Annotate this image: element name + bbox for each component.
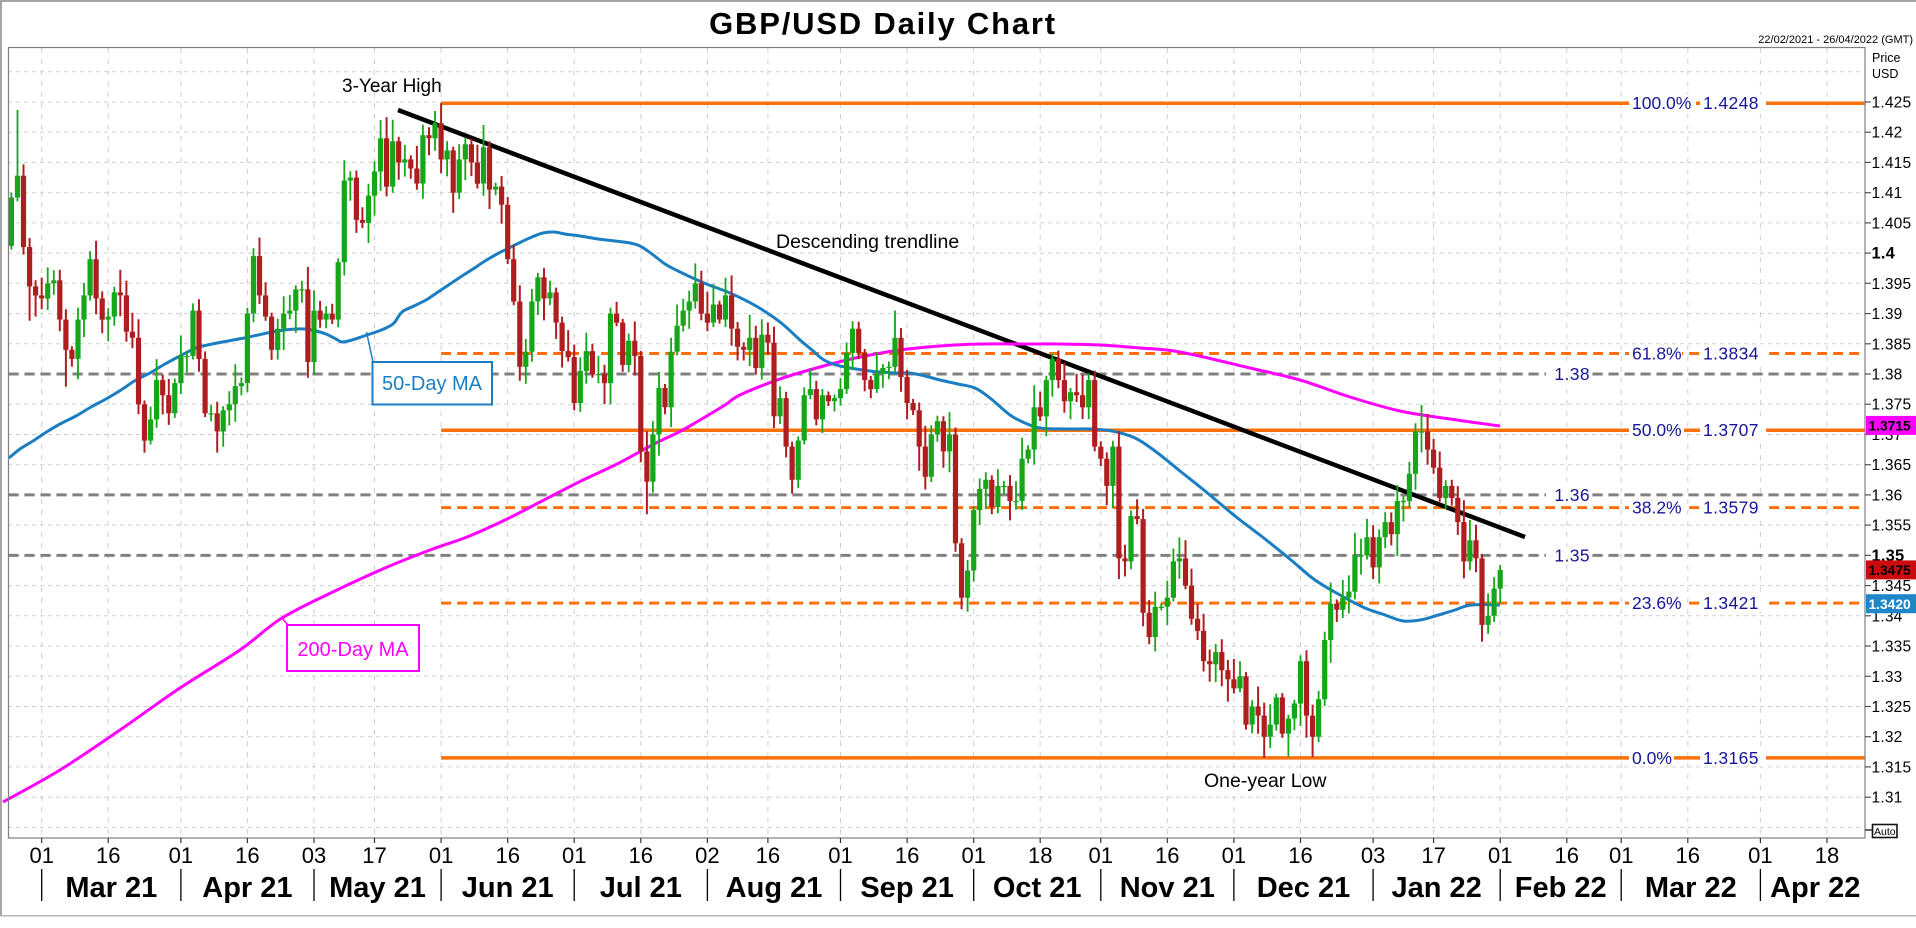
svg-text:38.2%: 38.2% — [1632, 498, 1682, 518]
svg-text:1.395: 1.395 — [1872, 276, 1912, 293]
svg-text:Nov 21: Nov 21 — [1120, 872, 1215, 904]
svg-text:01: 01 — [1089, 843, 1113, 868]
svg-text:Jul 21: Jul 21 — [600, 872, 682, 904]
svg-text:1.345: 1.345 — [1872, 578, 1912, 595]
svg-text:22/02/2021 - 26/04/2022 (GMT): 22/02/2021 - 26/04/2022 (GMT) — [1758, 34, 1913, 46]
svg-text:1.32: 1.32 — [1872, 729, 1903, 746]
svg-text:0.0%: 0.0% — [1632, 748, 1672, 768]
svg-text:03: 03 — [1361, 843, 1385, 868]
svg-text:16: 16 — [1676, 843, 1700, 868]
svg-text:1.31: 1.31 — [1872, 790, 1903, 807]
svg-text:16: 16 — [495, 843, 519, 868]
svg-text:One-year Low: One-year Low — [1204, 770, 1327, 792]
svg-text:Apr 21: Apr 21 — [202, 872, 292, 904]
svg-text:1.3421: 1.3421 — [1703, 593, 1759, 613]
svg-text:18: 18 — [1815, 843, 1839, 868]
svg-text:16: 16 — [756, 843, 780, 868]
svg-text:May 21: May 21 — [329, 872, 426, 904]
svg-text:Dec 21: Dec 21 — [1257, 872, 1351, 904]
svg-text:USD: USD — [1872, 67, 1898, 81]
svg-text:17: 17 — [362, 843, 386, 868]
svg-text:01: 01 — [961, 843, 985, 868]
svg-text:Mar 21: Mar 21 — [65, 872, 157, 904]
svg-text:01: 01 — [29, 843, 53, 868]
svg-text:1.415: 1.415 — [1872, 155, 1912, 172]
svg-text:01: 01 — [1609, 843, 1633, 868]
svg-text:1.405: 1.405 — [1872, 215, 1912, 232]
svg-text:16: 16 — [895, 843, 919, 868]
svg-text:23.6%: 23.6% — [1632, 593, 1682, 613]
svg-text:1.4248: 1.4248 — [1703, 93, 1759, 113]
svg-text:16: 16 — [1155, 843, 1179, 868]
svg-text:02: 02 — [695, 843, 719, 868]
svg-text:01: 01 — [1748, 843, 1772, 868]
svg-text:Apr 22: Apr 22 — [1770, 872, 1860, 904]
svg-text:Feb 22: Feb 22 — [1515, 872, 1607, 904]
svg-text:1.36: 1.36 — [1872, 487, 1903, 504]
svg-text:01: 01 — [1222, 843, 1246, 868]
svg-text:1.39: 1.39 — [1872, 306, 1903, 323]
svg-text:1.3834: 1.3834 — [1703, 344, 1759, 364]
svg-text:1.35: 1.35 — [1554, 545, 1590, 565]
svg-text:01: 01 — [429, 843, 453, 868]
svg-text:01: 01 — [1488, 843, 1512, 868]
svg-text:1.325: 1.325 — [1872, 699, 1912, 716]
svg-text:1.4: 1.4 — [1872, 245, 1896, 263]
svg-text:01: 01 — [828, 843, 852, 868]
svg-text:1.385: 1.385 — [1872, 336, 1912, 353]
svg-text:Auto: Auto — [1874, 826, 1896, 838]
svg-text:1.375: 1.375 — [1872, 397, 1912, 414]
svg-text:03: 03 — [302, 843, 326, 868]
svg-text:16: 16 — [1555, 843, 1579, 868]
svg-text:16: 16 — [96, 843, 120, 868]
svg-text:1.3420: 1.3420 — [1869, 597, 1912, 612]
svg-text:16: 16 — [629, 843, 653, 868]
svg-text:Oct 21: Oct 21 — [993, 872, 1082, 904]
svg-text:Jun 21: Jun 21 — [462, 872, 554, 904]
svg-text:61.8%: 61.8% — [1632, 344, 1682, 364]
svg-text:16: 16 — [235, 843, 259, 868]
svg-text:50.0%: 50.0% — [1632, 420, 1682, 440]
svg-text:1.335: 1.335 — [1872, 639, 1912, 656]
svg-text:1.3715: 1.3715 — [1869, 419, 1912, 434]
svg-text:1.33: 1.33 — [1872, 669, 1903, 686]
svg-text:01: 01 — [169, 843, 193, 868]
svg-text:1.3707: 1.3707 — [1703, 420, 1759, 440]
svg-text:1.3165: 1.3165 — [1703, 748, 1759, 768]
svg-text:Price: Price — [1872, 51, 1901, 65]
svg-text:Aug 21: Aug 21 — [726, 872, 823, 904]
svg-text:Descending trendline: Descending trendline — [776, 231, 959, 253]
svg-text:Sep 21: Sep 21 — [860, 872, 954, 904]
svg-text:16: 16 — [1288, 843, 1312, 868]
svg-text:Jan 22: Jan 22 — [1391, 872, 1481, 904]
svg-text:50-Day MA: 50-Day MA — [382, 373, 483, 395]
svg-text:1.355: 1.355 — [1872, 518, 1912, 535]
svg-text:3-Year High: 3-Year High — [342, 76, 442, 97]
svg-text:1.3475: 1.3475 — [1869, 563, 1912, 578]
svg-text:100.0%: 100.0% — [1632, 93, 1691, 113]
svg-text:1.36: 1.36 — [1554, 485, 1590, 505]
svg-text:01: 01 — [562, 843, 586, 868]
svg-text:200-Day MA: 200-Day MA — [297, 639, 409, 661]
svg-text:1.41: 1.41 — [1872, 185, 1903, 202]
svg-text:1.42: 1.42 — [1872, 125, 1903, 142]
svg-text:1.425: 1.425 — [1872, 95, 1912, 112]
svg-text:Mar 22: Mar 22 — [1645, 872, 1737, 904]
svg-text:17: 17 — [1421, 843, 1445, 868]
svg-text:1.315: 1.315 — [1872, 759, 1912, 776]
svg-text:1.3579: 1.3579 — [1703, 498, 1759, 518]
svg-text:GBP/USD Daily Chart: GBP/USD Daily Chart — [709, 6, 1057, 41]
svg-text:18: 18 — [1028, 843, 1052, 868]
svg-text:1.38: 1.38 — [1872, 367, 1903, 384]
svg-text:1.38: 1.38 — [1554, 364, 1590, 384]
svg-text:1.365: 1.365 — [1872, 457, 1912, 474]
